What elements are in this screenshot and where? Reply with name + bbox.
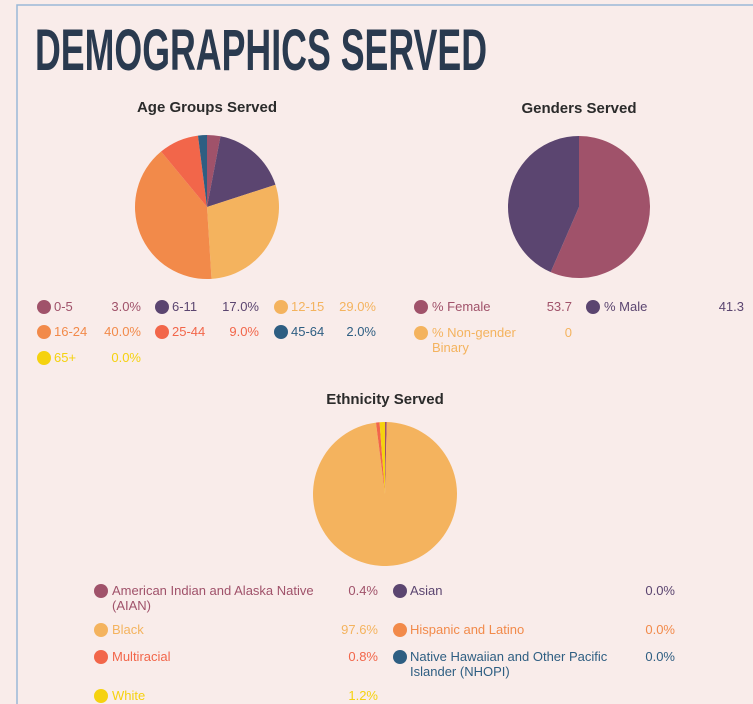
pie-slice (161, 135, 207, 207)
legend-value: 41.3 (718, 299, 744, 314)
legend-swatch (37, 351, 51, 365)
legend-label: % Male (604, 299, 648, 314)
legend-value: 29.0% (339, 299, 376, 314)
legend-value: 17.0% (222, 299, 259, 314)
legend-value: 0 (564, 325, 572, 340)
legend-label: 12-15 (291, 299, 325, 314)
legend-label: Native Hawaiian and Other Pacific Island… (410, 649, 608, 679)
legend-label: White (112, 688, 146, 703)
legend-swatch (37, 325, 51, 339)
legend-swatch (94, 623, 108, 637)
pie-slice (385, 422, 387, 494)
legend-value: 0.0% (645, 649, 675, 664)
pie-slice (207, 184, 279, 279)
pie-slice (207, 135, 221, 207)
legend-swatch (37, 300, 51, 314)
pie-slice (375, 422, 385, 494)
legend-label: Multiracial (112, 649, 171, 664)
legend-swatch (274, 325, 288, 339)
page-title: DEMOGRAPHICS SERVED (35, 18, 487, 83)
legend-swatch (393, 650, 407, 664)
legend-value: 0.0% (645, 622, 675, 637)
pie-slice (379, 422, 385, 494)
legend-swatch (393, 584, 407, 598)
legend-label: % Non-gender Binary (432, 325, 516, 355)
legend-swatch (94, 584, 108, 598)
legend-swatch (94, 650, 108, 664)
pie-slice (207, 136, 276, 207)
legend-label: 25-44 (172, 324, 206, 339)
legend-label: Hispanic and Latino (410, 622, 525, 637)
legend-value: 97.6% (341, 622, 378, 637)
legend-swatch (414, 326, 428, 340)
chart-title: Ethnicity Served (326, 391, 444, 408)
legend-label: 0-5 (54, 299, 73, 314)
legend-label: 65+ (54, 350, 77, 365)
legend-value: 0.0% (111, 350, 141, 365)
pie-slice (508, 136, 579, 273)
legend-value: 0.0% (645, 583, 675, 598)
legend-swatch (155, 325, 169, 339)
legend-swatch (393, 623, 407, 637)
legend-swatch (94, 689, 108, 703)
pie-slice (135, 151, 212, 279)
pie-slice (197, 135, 207, 207)
legend-label: % Female (432, 299, 491, 314)
legend-label: 6-11 (172, 299, 198, 314)
legend-value: 1.2% (348, 688, 378, 703)
legend-label: 45-64 (291, 324, 325, 339)
legend-swatch (155, 300, 169, 314)
legend-value: 3.0% (111, 299, 141, 314)
legend-value: 0.8% (348, 649, 378, 664)
legend-value: 53.7 (546, 299, 572, 314)
legend-value: 9.0% (229, 324, 259, 339)
chart-title: Genders Served (521, 100, 636, 117)
legend-label: 16-24 (54, 324, 88, 339)
legend-label: Asian (410, 583, 443, 598)
legend-label: American Indian and Alaska Native (AIAN) (112, 583, 314, 613)
chart-title: Age Groups Served (137, 99, 277, 116)
legend-swatch (274, 300, 288, 314)
legend-label: Black (112, 622, 144, 637)
legend-swatch (414, 300, 428, 314)
legend-swatch (586, 300, 600, 314)
pie-slice (313, 422, 458, 566)
legend-value: 40.0% (104, 324, 141, 339)
frame (16, 4, 753, 704)
legend-value: 2.0% (346, 324, 376, 339)
pie-slice (550, 136, 651, 278)
legend-value: 0.4% (348, 583, 378, 598)
